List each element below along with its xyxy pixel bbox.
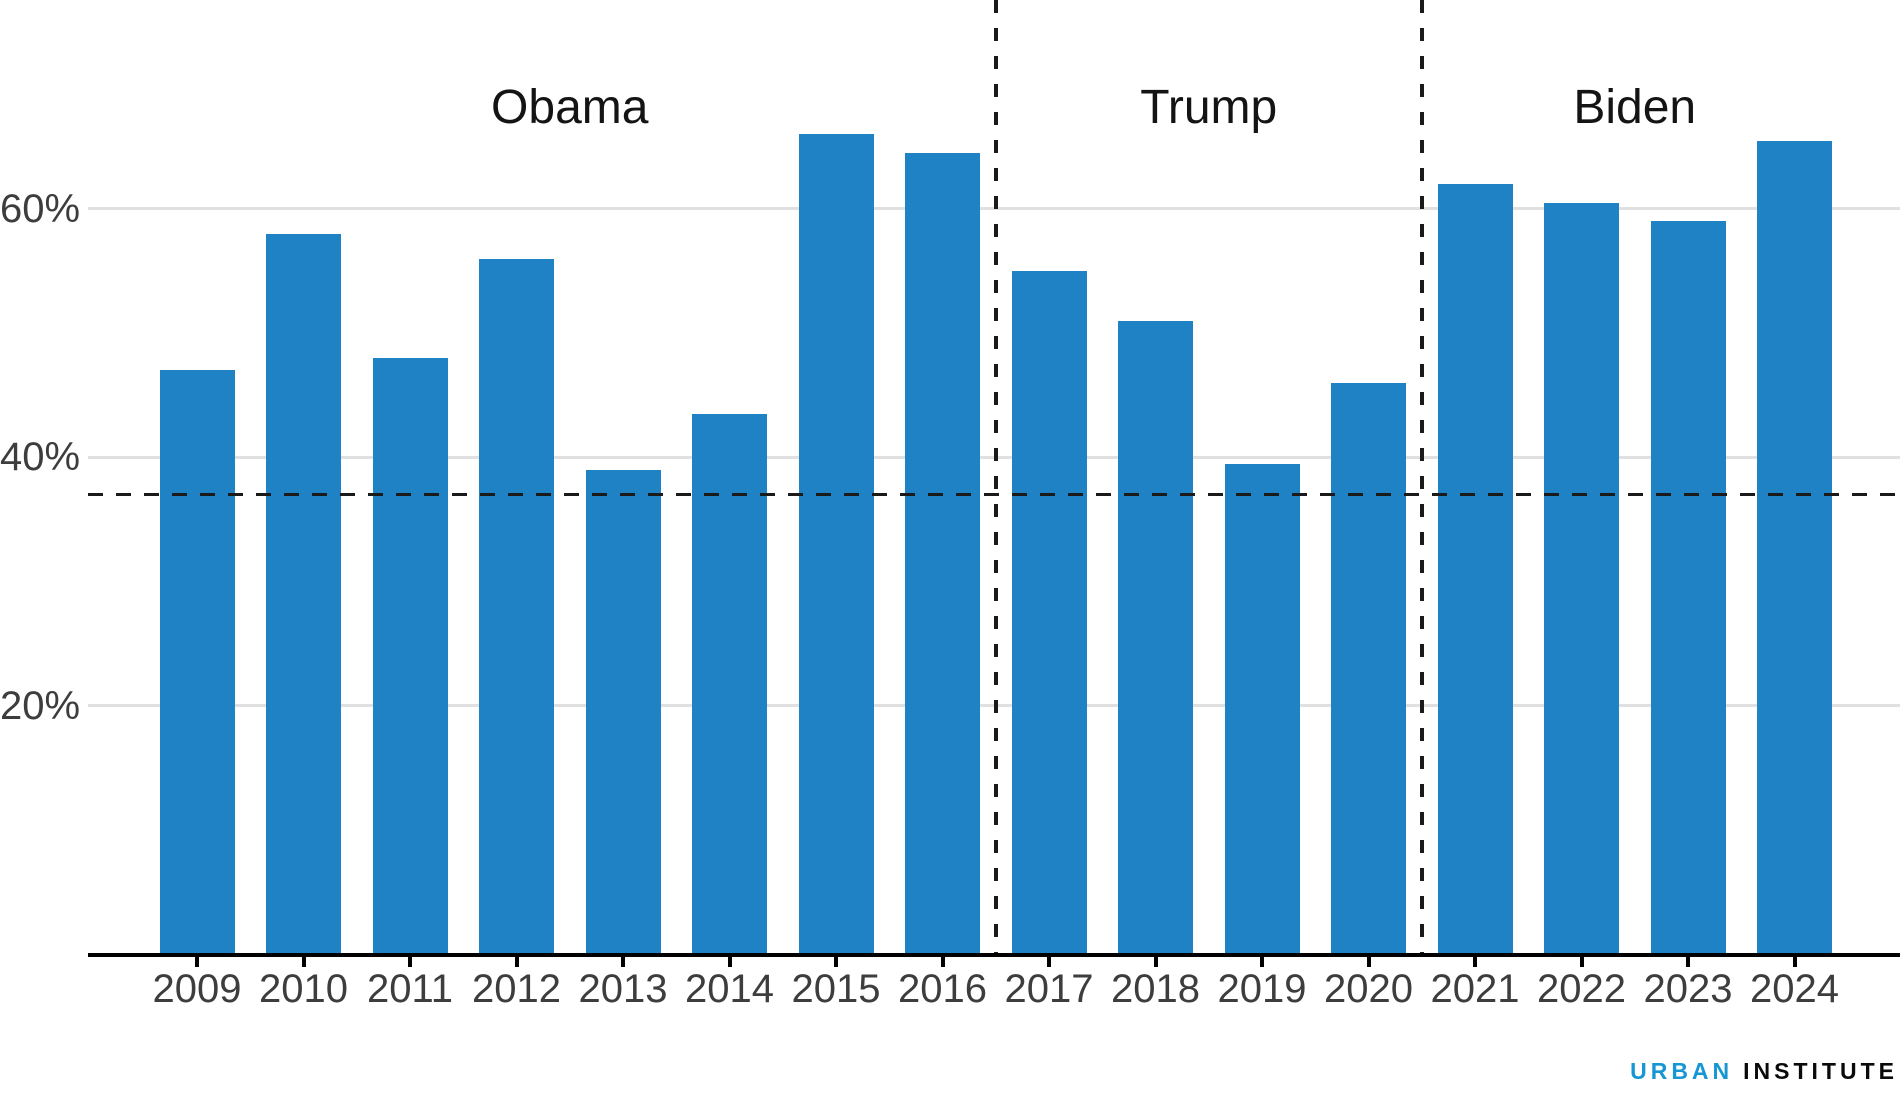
section-title-obama: Obama [491,81,649,134]
x-tick-2022 [1579,957,1584,967]
x-axis-label-2016: 2016 [898,967,987,1011]
x-tick-2009 [195,957,199,967]
bar-2013 [585,469,661,954]
bar-2012 [479,258,554,954]
bar-2022 [1544,202,1619,954]
x-tick-2020 [1366,957,1371,967]
x-axis-label-2009: 2009 [152,967,242,1011]
x-axis-label-2011: 2011 [366,967,453,1011]
x-tick-2013 [621,957,625,967]
x-axis-label-2020: 2020 [1324,967,1413,1011]
bar-2010 [266,233,341,954]
bar-2018 [1118,320,1193,954]
x-axis-label-2015: 2015 [791,967,881,1011]
bar-2014 [692,413,767,954]
logo-word-institute: INSTITUTE [1743,1058,1898,1084]
bar-2024 [1757,140,1832,954]
bar-2020 [1331,382,1406,954]
x-tick-2021 [1473,957,1477,967]
president-separator-icon-0 [993,0,998,954]
x-axis-label-2017: 2017 [1004,967,1094,1011]
bar-2016 [905,153,980,954]
x-tick-2015 [834,957,838,967]
x-axis-line [88,953,1900,957]
section-title-trump: Trump [1140,81,1278,134]
x-axis-label-2013: 2013 [578,967,668,1011]
x-tick-2010 [301,957,306,967]
x-tick-2019 [1260,957,1264,967]
y-axis-label-20: 20% [0,683,81,728]
y-axis-label-40: 40% [0,435,81,480]
bar-2019 [1224,463,1300,954]
bar-2015 [798,134,874,954]
x-axis-label-2024: 2024 [1750,967,1839,1011]
bar-2021 [1437,184,1513,954]
x-axis-label-2022: 2022 [1537,967,1626,1011]
urban-institute-logo: URBAN INSTITUTE [1630,1058,1898,1085]
y-axis-label-60: 60% [0,186,81,231]
x-tick-2011 [408,957,412,967]
x-tick-2012 [514,957,519,967]
bar-2017 [1011,271,1087,954]
president-separator-icon-1 [1419,0,1424,954]
x-axis-label-2021: 2021 [1430,967,1520,1011]
bar-2023 [1650,221,1726,954]
x-axis-label-2019: 2019 [1217,967,1307,1011]
x-axis-label-2014: 2014 [685,967,774,1011]
x-tick-2018 [1153,957,1158,967]
bar-2011 [372,357,448,954]
x-axis-label-2023: 2023 [1643,967,1733,1011]
logo-word-urban: URBAN [1630,1058,1734,1084]
x-axis-label-2018: 2018 [1111,967,1200,1011]
x-tick-2016 [940,957,945,967]
x-axis-label-2012: 2012 [472,967,561,1011]
x-axis-label-2010: 2010 [259,967,348,1011]
x-tick-2023 [1686,957,1690,967]
section-title-biden: Biden [1573,81,1697,134]
x-tick-2014 [727,957,732,967]
x-tick-2017 [1047,957,1051,967]
x-tick-2024 [1792,957,1797,967]
bar-2009 [159,370,235,954]
